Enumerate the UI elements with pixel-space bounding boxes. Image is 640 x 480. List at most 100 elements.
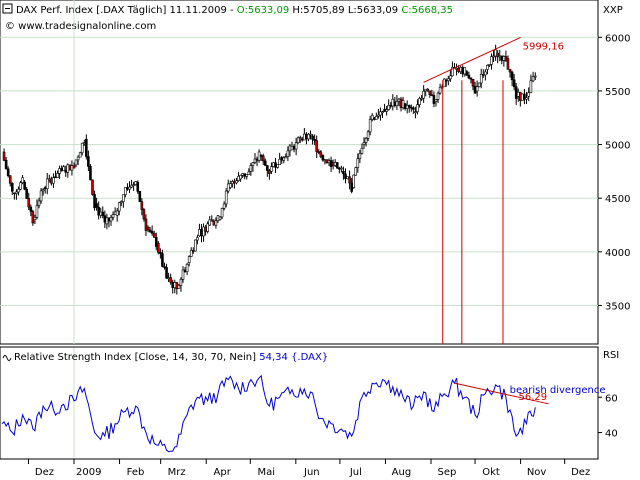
candle-body [226,183,230,192]
candle-body [430,94,434,97]
candle-body [292,145,296,150]
candle-body [233,181,236,184]
candle-body [200,229,203,237]
candle-body [387,105,390,110]
candle-body [241,173,244,176]
candle-body [531,76,535,82]
candle-body [128,186,131,190]
candle-body [438,86,442,94]
candle-body [167,277,170,279]
candle-body [45,178,49,189]
rsi-title: Relative Strength Index [Close, 14, 30, … [14,352,328,363]
candle-body [278,158,281,165]
candle-body [519,91,522,101]
candle-body [317,151,321,153]
candle-body [229,183,232,188]
candle-body [274,162,277,168]
candle-body [370,115,374,120]
candle-body [405,105,409,109]
candle-body [399,98,403,108]
price-tick-label: 4500 [605,194,630,205]
rsi-axis: 40 60 [598,393,618,440]
candle-body [444,79,448,82]
candle-body [362,142,366,145]
candle-body [161,253,164,267]
candle-body [85,138,88,157]
candle-body [214,220,218,226]
ohlc-low: L:5633,09 [348,5,398,16]
candle-body [290,145,294,151]
candle-body [220,208,224,218]
candle-body [101,211,105,216]
candle-body [4,160,8,170]
candle-body [465,71,469,76]
candle-body [6,168,10,177]
candle-body [41,189,45,192]
candle-body [140,201,144,210]
candle-body [54,176,57,179]
price-tick-label: 3500 [605,301,630,312]
rsi-value: 54,34 [259,352,288,363]
price-grid [0,0,598,459]
candle-body [268,170,271,174]
candle-body [500,55,504,61]
candle-body [418,98,421,105]
candle-body [358,153,362,159]
candle-body [331,162,335,166]
candle-body [25,188,28,199]
candle-body [296,137,300,144]
candle-body [294,142,298,150]
candle-body [502,56,506,61]
candle-body [95,203,98,208]
candle-body [29,206,33,212]
copyright-text: © www.tradesignalonline.com [5,21,156,32]
candle-body [393,101,397,107]
candle-body [138,190,142,202]
candle-body [185,263,189,273]
candle-body [206,223,209,232]
candle-body [70,165,74,171]
candle-body [298,137,302,139]
candle-body [467,74,471,79]
candle-body [385,109,388,112]
candle-body [420,97,423,100]
rsi-line [1,374,536,453]
candle-body [93,194,96,209]
wave-icon [2,355,12,361]
candle-body [78,152,82,158]
candle-body [377,114,380,117]
candle-body [533,75,537,78]
candle-body [432,95,436,104]
candle-body [171,281,175,288]
candle-body [111,214,115,218]
x-tick-label: Sep [438,467,457,478]
candle-body [175,282,179,290]
candle-body [313,138,316,141]
x-tick-label: Jun [303,467,320,478]
candle-body [307,133,310,140]
candle-body [486,64,489,70]
candle-body [372,117,376,120]
candle-body [391,98,395,107]
rsi-label: Relative Strength Index [Close, 14, 30, … [14,352,256,363]
candle-body [97,206,100,216]
candle-body [27,198,31,208]
candle-body [218,216,222,220]
candle-body [356,158,360,168]
candle-body [52,177,55,184]
candle-body [122,194,125,202]
candle-body [459,67,462,72]
candle-body [56,173,59,178]
candle-body [181,269,185,280]
rsi-tick-label: 60 [605,393,618,404]
candle-body [348,176,351,184]
candle-body [303,133,306,141]
candlestick-series [2,44,537,295]
candle-body [338,167,341,170]
candle-body [198,229,201,237]
candle-body [410,106,413,109]
candle-body [187,256,191,263]
rsi-divergence-value: 56,29 [519,392,548,403]
candle-body [113,211,117,215]
